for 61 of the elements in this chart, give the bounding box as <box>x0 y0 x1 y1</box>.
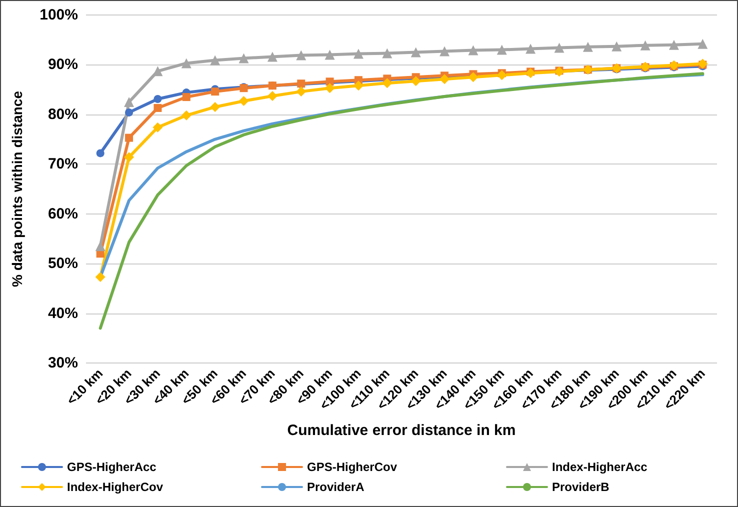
point <box>440 46 450 56</box>
y-tick-label: 70% <box>48 156 78 173</box>
point <box>496 70 507 80</box>
point <box>211 88 220 96</box>
point <box>468 72 478 82</box>
y-tick-label: 50% <box>48 255 78 272</box>
point <box>95 272 106 282</box>
y-tick-label: 40% <box>48 304 78 322</box>
point <box>496 44 507 55</box>
point <box>238 53 249 64</box>
point <box>125 108 134 116</box>
point <box>154 95 162 104</box>
point <box>440 74 450 84</box>
point <box>154 104 162 112</box>
point <box>324 83 335 94</box>
legend-label: GPS-HigherCov <box>307 460 398 474</box>
point <box>382 78 392 88</box>
point <box>124 97 134 107</box>
point <box>353 80 364 91</box>
x-axis-title: Cumulative error distance in km <box>287 422 516 439</box>
point <box>210 102 220 112</box>
point <box>181 110 192 120</box>
point <box>382 48 392 58</box>
y-tick-label: 90% <box>48 56 78 74</box>
point <box>468 45 478 56</box>
point <box>554 42 564 53</box>
legend-label: ProviderB <box>552 480 610 494</box>
point <box>410 76 421 86</box>
point <box>238 96 249 106</box>
point <box>210 55 220 66</box>
point <box>612 41 622 52</box>
point <box>152 66 163 76</box>
point <box>181 58 192 68</box>
point <box>582 42 593 52</box>
line-series <box>98 72 704 330</box>
point <box>324 50 335 60</box>
legend-label: Index-HigherCov <box>67 480 164 494</box>
legend-label: GPS-HigherAcc <box>67 460 157 474</box>
point <box>526 44 536 54</box>
point <box>152 122 163 132</box>
y-axis-title: % data points within distance <box>9 90 25 288</box>
point <box>353 48 364 59</box>
point <box>96 149 104 158</box>
point <box>296 50 306 60</box>
legend-label: Index-HigherAcc <box>552 460 648 474</box>
y-tick-label: 30% <box>48 354 78 372</box>
legend-label: ProviderA <box>307 480 365 494</box>
point <box>698 38 708 49</box>
point <box>182 93 190 102</box>
point <box>668 40 679 50</box>
point <box>640 40 650 50</box>
y-tick-label: 100% <box>40 6 78 24</box>
point <box>95 241 106 252</box>
y-tick-label: 80% <box>48 106 78 123</box>
y-tick-label: 60% <box>48 205 78 222</box>
point <box>267 52 278 62</box>
point <box>125 134 134 142</box>
point <box>410 47 421 58</box>
point <box>296 86 306 97</box>
point <box>267 91 278 102</box>
point <box>124 152 134 162</box>
